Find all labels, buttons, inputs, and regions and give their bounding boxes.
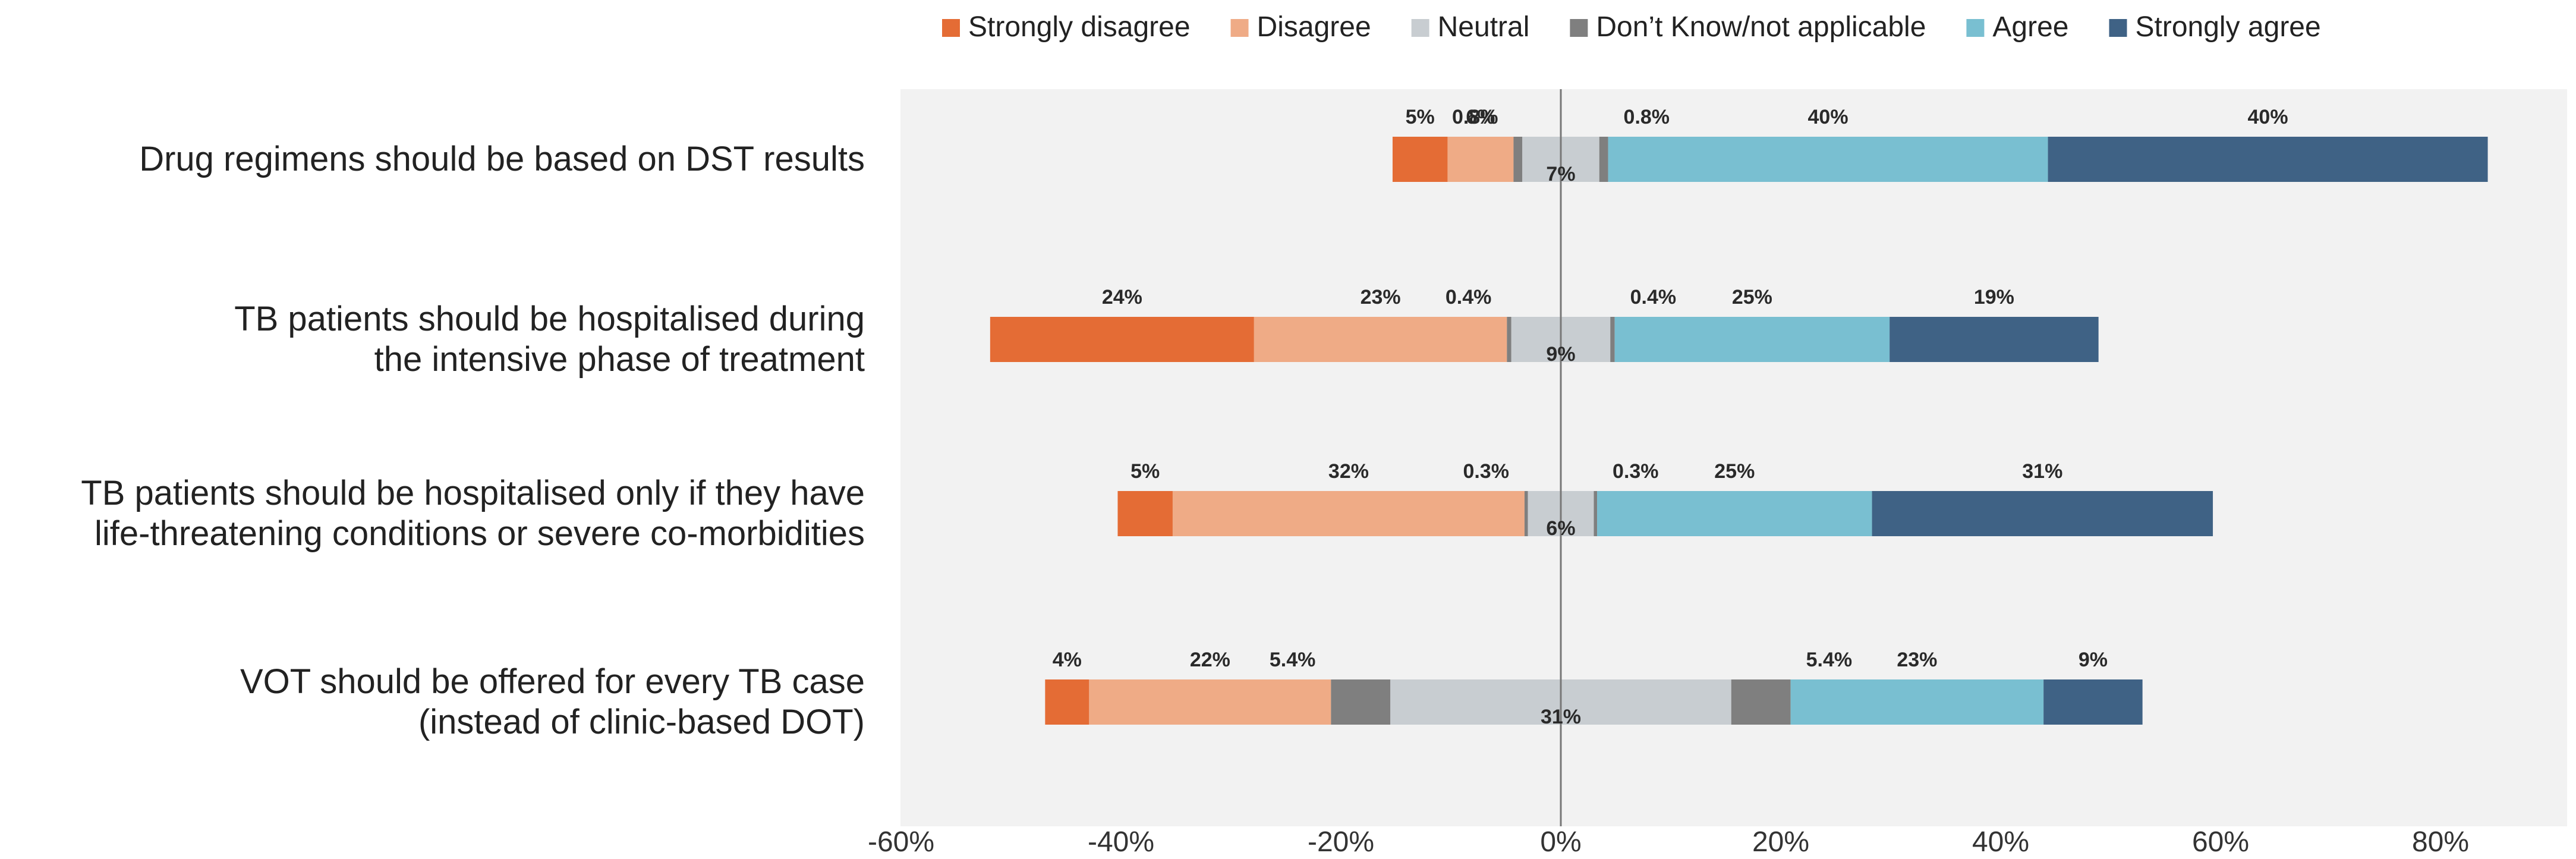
label-strongly-agree-row-3: 31%	[2022, 460, 2062, 483]
legend-label-6: Strongly agree	[2136, 11, 2321, 43]
bar-agree-row-3	[1597, 491, 1872, 536]
category-label-2-line-1: TB patients should be hospitalised durin…	[234, 300, 865, 338]
bar-strongly-disagree-row-1	[1392, 137, 1448, 182]
label-dont-know-right-row-3: 0.3%	[1613, 460, 1659, 483]
x-tick-label: -40%	[1088, 826, 1154, 858]
label-strongly-disagree-row-4: 4%	[1053, 649, 1082, 671]
bar-dont-know-left-row-1	[1513, 137, 1523, 182]
label-dont-know-left-row-1: 0.8%	[1452, 106, 1498, 128]
label-strongly-agree-row-2: 19%	[1974, 286, 2014, 309]
bar-disagree-row-4	[1089, 679, 1331, 725]
category-label-4-line-1: VOT should be offered for every TB case	[240, 662, 865, 701]
label-disagree-row-2: 23%	[1361, 286, 1401, 309]
label-dont-know-left-row-3: 0.3%	[1463, 460, 1509, 483]
category-label-2-line-2: the intensive phase of treatment	[374, 340, 865, 379]
label-dont-know-left-row-4: 5.4%	[1270, 649, 1316, 671]
label-strongly-disagree-row-1: 5%	[1406, 106, 1435, 128]
bar-disagree-row-3	[1172, 491, 1525, 536]
legend-label-3: Neutral	[1438, 11, 1530, 43]
bar-dont-know-right-row-1	[1599, 137, 1608, 182]
label-neutral-row-4: 31%	[1541, 706, 1581, 728]
label-dont-know-left-row-2: 0.4%	[1446, 286, 1492, 309]
legend-swatch-4	[1570, 19, 1588, 37]
x-tick-label: 40%	[1972, 826, 2029, 858]
label-agree-row-2: 25%	[1732, 286, 1772, 309]
label-strongly-agree-row-4: 9%	[2079, 649, 2108, 671]
legend-swatch-6	[2109, 19, 2127, 37]
bar-strongly-disagree-row-4	[1045, 679, 1089, 725]
legend-label-1: Strongly disagree	[968, 11, 1191, 43]
label-dont-know-right-row-1: 0.8%	[1624, 106, 1670, 128]
bar-strongly-agree-row-1	[2048, 137, 2488, 182]
label-agree-row-1: 40%	[1808, 106, 1848, 128]
legend-swatch-2	[1230, 19, 1249, 37]
label-disagree-row-4: 22%	[1190, 649, 1230, 671]
x-tick-label: 0%	[1540, 826, 1581, 858]
legend-swatch-1	[942, 19, 960, 37]
label-neutral-row-1: 7%	[1546, 163, 1575, 185]
category-label-4-line-2: (instead of clinic-based DOT)	[418, 703, 865, 741]
bar-strongly-disagree-row-2	[990, 317, 1254, 362]
legend-swatch-5	[1966, 19, 1985, 37]
bar-strongly-disagree-row-3	[1117, 491, 1173, 536]
category-label-3-line-2: life-threatening conditions or severe co…	[95, 514, 865, 553]
category-label-1-line-1: Drug regimens should be based on DST res…	[139, 140, 865, 178]
label-neutral-row-3: 6%	[1546, 517, 1575, 540]
bar-disagree-row-1	[1447, 137, 1514, 182]
label-dont-know-right-row-2: 0.4%	[1630, 286, 1677, 309]
label-agree-row-3: 25%	[1714, 460, 1755, 483]
bar-dont-know-left-row-4	[1331, 679, 1391, 725]
x-tick-label: 60%	[2192, 826, 2249, 858]
bar-disagree-row-2	[1254, 317, 1507, 362]
legend-label-5: Agree	[1992, 11, 2068, 43]
bar-dont-know-right-row-4	[1731, 679, 1791, 725]
bar-agree-row-4	[1790, 679, 2044, 725]
category-label-3-line-1: TB patients should be hospitalised only …	[81, 474, 865, 512]
legend-swatch-3	[1411, 19, 1429, 37]
bar-agree-row-2	[1614, 317, 1890, 362]
label-agree-row-4: 23%	[1897, 649, 1937, 671]
bar-strongly-agree-row-4	[2043, 679, 2143, 725]
label-disagree-row-3: 32%	[1328, 460, 1369, 483]
label-dont-know-right-row-4: 5.4%	[1806, 649, 1853, 671]
legend-label-2: Disagree	[1257, 11, 1371, 43]
bar-agree-row-1	[1608, 137, 2048, 182]
bar-dont-know-right-row-2	[1610, 317, 1615, 362]
x-tick-label: 80%	[2412, 826, 2469, 858]
x-tick-label: -60%	[868, 826, 934, 858]
bar-dont-know-left-row-3	[1524, 491, 1528, 536]
bar-strongly-agree-row-2	[1890, 317, 2099, 362]
label-disagree-row-1: 6%	[1466, 106, 1495, 128]
bar-dont-know-left-row-2	[1507, 317, 1511, 362]
label-strongly-disagree-row-3: 5%	[1130, 460, 1160, 483]
label-strongly-agree-row-1: 40%	[2248, 106, 2288, 128]
bar-strongly-agree-row-3	[1872, 491, 2213, 536]
x-tick-label: 20%	[1752, 826, 1809, 858]
legend-label-4: Don’t Know/not applicable	[1596, 11, 1926, 43]
x-tick-label: -20%	[1308, 826, 1374, 858]
label-strongly-disagree-row-2: 24%	[1102, 286, 1142, 309]
label-neutral-row-2: 9%	[1546, 343, 1575, 366]
bar-dont-know-right-row-3	[1594, 491, 1598, 536]
